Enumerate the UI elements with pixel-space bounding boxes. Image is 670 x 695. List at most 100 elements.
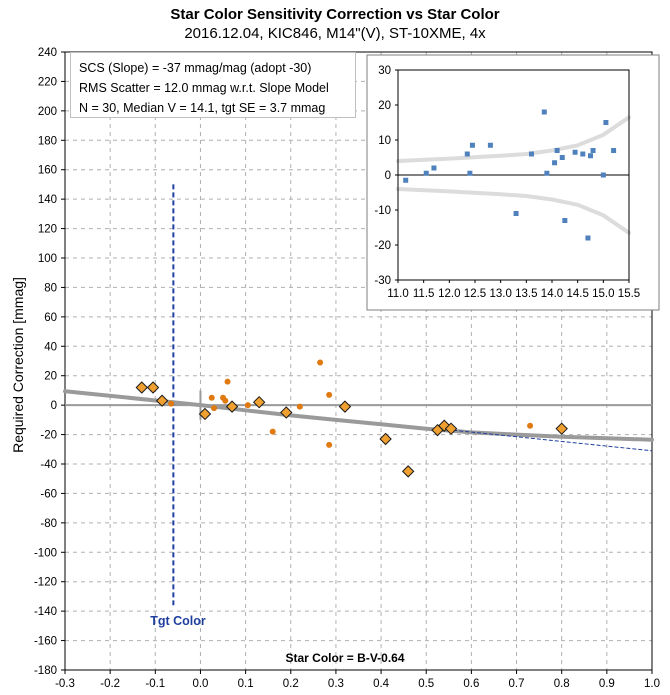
data-point-circle (326, 441, 333, 448)
inset-data-point (590, 148, 596, 153)
inset-data-point (552, 160, 558, 166)
inset-y-tick-label: 0 (385, 170, 391, 182)
inset-data-point (603, 120, 609, 125)
y-tick-label: -60 (40, 488, 57, 500)
y-tick-label: 80 (44, 282, 57, 294)
x-tick-label: 0.9 (599, 678, 615, 690)
data-point-circle (224, 378, 231, 385)
inset-data-point (559, 155, 565, 160)
data-point-circle (222, 397, 229, 404)
y-tick-label: 240 (38, 47, 57, 59)
inset-data-point (487, 142, 493, 148)
x-tick-label: 0.1 (238, 678, 254, 690)
inset-x-tick-label: 12.0 (438, 288, 460, 300)
inset-data-point (464, 151, 470, 157)
y-tick-label: -160 (34, 636, 57, 648)
data-point-circle (211, 405, 218, 412)
data-point-circle (326, 391, 333, 398)
inset-data-point (585, 235, 591, 241)
data-point-diamond (146, 381, 160, 394)
x-tick-label: 0.3 (328, 678, 344, 690)
x-tick-label: -0.1 (145, 678, 165, 690)
x-tick-label: 0.7 (509, 678, 525, 690)
data-point-circle (269, 428, 276, 435)
x-tick-label: 0.4 (373, 678, 390, 690)
data-point-diamond (444, 422, 458, 435)
y-tick-label: -40 (40, 459, 57, 471)
stats-line-slope: SCS (Slope) = -37 mmag/mag (adopt -30) (79, 61, 312, 75)
stats-line-rms: RMS Scatter = 12.0 mmag w.r.t. Slope Mod… (79, 81, 329, 95)
inset-x-tick-label: 14.0 (541, 288, 563, 300)
inset-y-tick-label: -20 (374, 240, 391, 252)
x-tick-label: 0.2 (283, 678, 299, 690)
y-tick-label: 20 (44, 371, 57, 383)
y-tick-label: -80 (40, 518, 57, 530)
inset-envelope (396, 115, 631, 235)
y-tick-label: 140 (38, 194, 57, 206)
target-color-label: Tgt Color (150, 614, 206, 628)
x-tick-label: 0.8 (554, 678, 570, 690)
data-point-circle (296, 403, 303, 410)
extrapolation-line (453, 429, 653, 452)
inset-x-tick-label: 15.5 (618, 288, 640, 300)
inset-x-tick-label: 13.0 (489, 288, 511, 300)
y-tick-label: -20 (40, 430, 57, 442)
inset-data-point (580, 151, 586, 157)
data-point-diamond (198, 407, 212, 421)
y-tick-label: 0 (51, 400, 57, 412)
chart-title: Star Color Sensitivity Correction vs Sta… (170, 6, 500, 23)
main-points (135, 359, 568, 478)
inset-y-tick-label: 30 (378, 65, 391, 77)
inset-data-point (600, 172, 606, 178)
y-tick-label: 180 (38, 135, 57, 147)
inset-data-point (423, 170, 429, 176)
inset-frame (366, 54, 660, 311)
x-tick-label: -0.3 (55, 678, 75, 690)
inset-x-tick-label: 13.5 (515, 288, 537, 300)
inset-data-point (467, 170, 473, 176)
data-point-diamond (280, 406, 293, 419)
stats-box: SCS (Slope) = -37 mmag/mag (adopt -30) R… (70, 52, 356, 118)
inset-data-point (562, 218, 568, 223)
inset-data-point (554, 148, 560, 153)
x-axis-label: Star Color = B-V-0.64 (285, 651, 404, 665)
inset-y-tick-label: -30 (374, 275, 391, 287)
data-point-diamond (135, 381, 148, 394)
inset-data-point (469, 142, 475, 148)
data-point-circle (527, 422, 534, 429)
y-tick-label: -180 (34, 665, 57, 677)
slope-model-line (63, 389, 654, 442)
inset-data-point (588, 153, 593, 159)
inset-data-point (528, 151, 534, 157)
data-point-diamond (379, 432, 392, 446)
inset-x-tick-label: 14.5 (566, 288, 588, 300)
inset-points (403, 109, 617, 241)
stats-line-n: N = 30, Median V = 14.1, tgt SE = 3.7 mm… (79, 101, 326, 115)
data-point-diamond (338, 400, 352, 413)
y-tick-label: 160 (38, 165, 57, 177)
inset-data-point (572, 149, 578, 155)
y-tick-label: 120 (38, 224, 57, 236)
inset-axes (395, 69, 630, 283)
inset-data-point (431, 165, 437, 171)
inset-data-point (611, 148, 617, 153)
x-tick-label: 0.5 (418, 678, 434, 690)
data-point-diamond (252, 395, 266, 409)
x-tick-label: 1.0 (644, 678, 660, 690)
y-tick-label: 200 (38, 106, 57, 118)
y-tick-label: 100 (38, 253, 57, 265)
data-point-diamond (155, 394, 169, 407)
inset-data-point (403, 177, 409, 183)
x-tick-label: 0.6 (463, 678, 479, 690)
chart-subtitle: 2016.12.04, KIC846, M14"(V), ST-10XME, 4… (184, 25, 486, 42)
inset-x-tick-label: 15.0 (592, 288, 614, 300)
y-tick-label: 220 (38, 76, 57, 88)
data-point-circle (208, 394, 215, 401)
y-tick-label: -120 (34, 577, 57, 589)
y-tick-label: -140 (34, 606, 57, 618)
x-tick-label: -0.2 (100, 678, 120, 690)
inset-y-tick-label: 10 (378, 135, 391, 147)
